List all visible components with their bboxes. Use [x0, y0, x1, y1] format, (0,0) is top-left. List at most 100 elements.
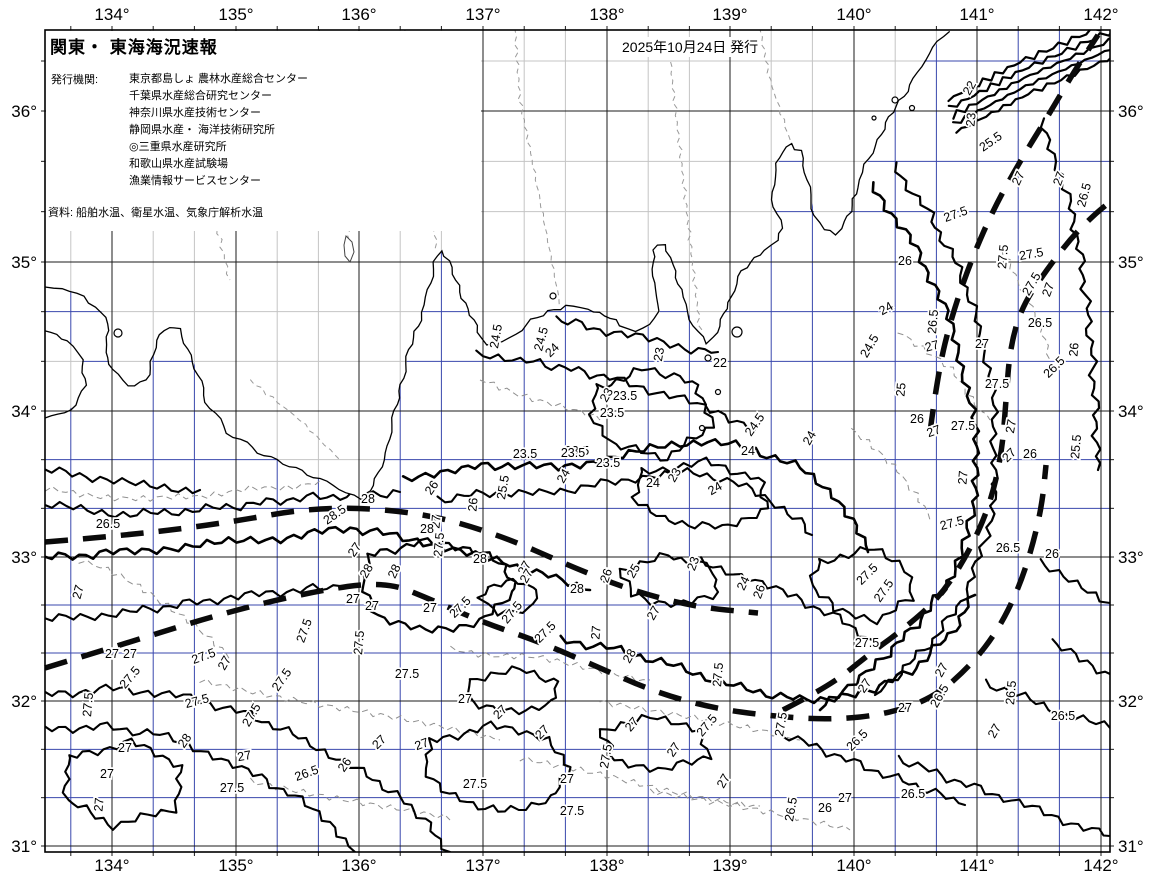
lon-label-bottom: 135° [218, 856, 253, 875]
contour-line-dense [947, 20, 1114, 103]
temperature-label: 27.5 [597, 743, 615, 769]
contour-line [897, 754, 1112, 838]
temperature-label: 27 [1050, 170, 1068, 188]
lat-label-left: 33° [11, 548, 37, 567]
contour-line-dense [947, 28, 1116, 108]
lon-label-top: 137° [465, 5, 500, 24]
lat-label-right: 33° [1118, 548, 1144, 567]
temperature-label: 26 [750, 583, 768, 601]
temperature-label: 27 [1003, 418, 1019, 434]
temperature-label: 27.5 [772, 711, 790, 737]
temperature-label: 26.5 [1051, 709, 1075, 723]
lon-label-top: 142° [1083, 5, 1118, 24]
contour-line [436, 467, 814, 537]
island [891, 96, 899, 104]
temperature-label: 27 [428, 514, 443, 529]
contour-line [43, 582, 342, 622]
temperature-label: 26 [597, 567, 615, 585]
lon-label-bottom: 140° [836, 856, 871, 875]
lon-label-top: 138° [589, 5, 624, 24]
lat-label-left: 32° [11, 692, 37, 711]
temperature-label: 28 [570, 582, 584, 596]
lon-label-bottom: 137° [465, 856, 500, 875]
contour-line-dense [952, 44, 1120, 124]
temperature-label: 27 [346, 592, 360, 606]
temperature-label: 27.5 [1018, 245, 1044, 263]
current-axis-line [44, 505, 759, 616]
temperature-label: 23.5 [613, 389, 637, 403]
contour-line [61, 737, 184, 831]
temperature-label: 27 [923, 338, 940, 355]
lat-label-left: 31° [11, 837, 37, 856]
temperature-label: 24 [646, 476, 660, 490]
contour-line [401, 438, 870, 554]
temperature-label: 27 [898, 701, 912, 715]
temperature-label: 27 [91, 797, 106, 812]
temperature-label: 27.5 [431, 532, 447, 558]
temperature-label: 26.5 [901, 787, 925, 801]
axis-labels: 134° 134° 135° 135° 136° 136° 137° 137° 138° 138°… [11, 5, 1143, 875]
contour-line [808, 546, 915, 626]
contour-line [360, 537, 517, 634]
temperature-label: 27 [423, 601, 437, 615]
lat-label-left: 36° [11, 102, 37, 121]
agency-item: 漁業情報サービスセンター [129, 175, 261, 187]
lon-label-bottom: 141° [959, 856, 994, 875]
lat-label-right: 34° [1118, 402, 1144, 421]
temperature-label: 27 [118, 741, 132, 755]
temperature-label: 28 [420, 522, 434, 536]
temperature-label: 26.5 [925, 309, 941, 335]
issue-date: 2025年10月24日 発行 [619, 37, 762, 57]
temperature-label: 26 [1066, 342, 1081, 357]
island [871, 115, 877, 121]
temperature-label: 23.5 [565, 444, 589, 458]
temperature-label: 27 [925, 422, 943, 440]
contour-line [424, 720, 572, 813]
temperature-label: 27 [975, 337, 989, 351]
contour-line [699, 556, 874, 642]
temperature-label: 27.5 [995, 244, 1011, 270]
lon-label-top: 134° [94, 5, 129, 24]
contour-line [466, 665, 560, 716]
lat-label-right: 35° [1118, 253, 1144, 272]
temperature-label: 27.5 [351, 630, 367, 656]
temperature-label: 26.5 [1003, 680, 1019, 706]
contour-line-dense [952, 36, 1118, 120]
contour-line [43, 489, 402, 519]
temperature-label: 23.5 [596, 456, 620, 470]
temperature-label: 27.5 [395, 667, 419, 681]
temperature-label: 26.5 [96, 517, 120, 531]
temperature-label: 23 [963, 112, 978, 127]
contour-line [44, 466, 202, 495]
temperature-label: 27 [105, 647, 119, 661]
contour-line [555, 315, 720, 355]
agency-item: 和歌山県水産試験場 [129, 158, 228, 170]
island [113, 328, 123, 338]
island [704, 354, 712, 362]
contour-line [587, 367, 716, 462]
contour-line [1039, 558, 1112, 605]
temperature-label: 26 [465, 497, 480, 512]
issuing-agency-label: 発行機関: [51, 74, 99, 86]
header-panel [46, 31, 481, 231]
lon-label-top: 140° [836, 5, 871, 24]
island [731, 326, 743, 338]
page-title: 関東・ 東海海況速報 [50, 38, 218, 57]
lat-label-left: 35° [11, 253, 37, 272]
temperature-label: 27 [588, 625, 603, 640]
temperature-label: 22 [713, 356, 727, 370]
temperature-label: 27.5 [985, 377, 1009, 391]
contour-line [475, 349, 757, 432]
contour-line [630, 456, 770, 530]
temperature-label: 23.5 [561, 446, 585, 460]
temperature-label: 26.5 [1028, 316, 1052, 330]
temperature-label: 28 [473, 552, 487, 566]
coastline [44, 30, 951, 501]
temperature-label: 24.5 [487, 323, 505, 349]
contour-line-dense [955, 52, 1122, 134]
map-border [44, 29, 1111, 853]
temperature-label: 25.5 [1068, 434, 1084, 460]
temperature-label: 27 [413, 735, 431, 753]
agency-item: 東京都島しょ 農林水産総合センター [129, 73, 309, 85]
lon-label-bottom: 139° [712, 856, 747, 875]
